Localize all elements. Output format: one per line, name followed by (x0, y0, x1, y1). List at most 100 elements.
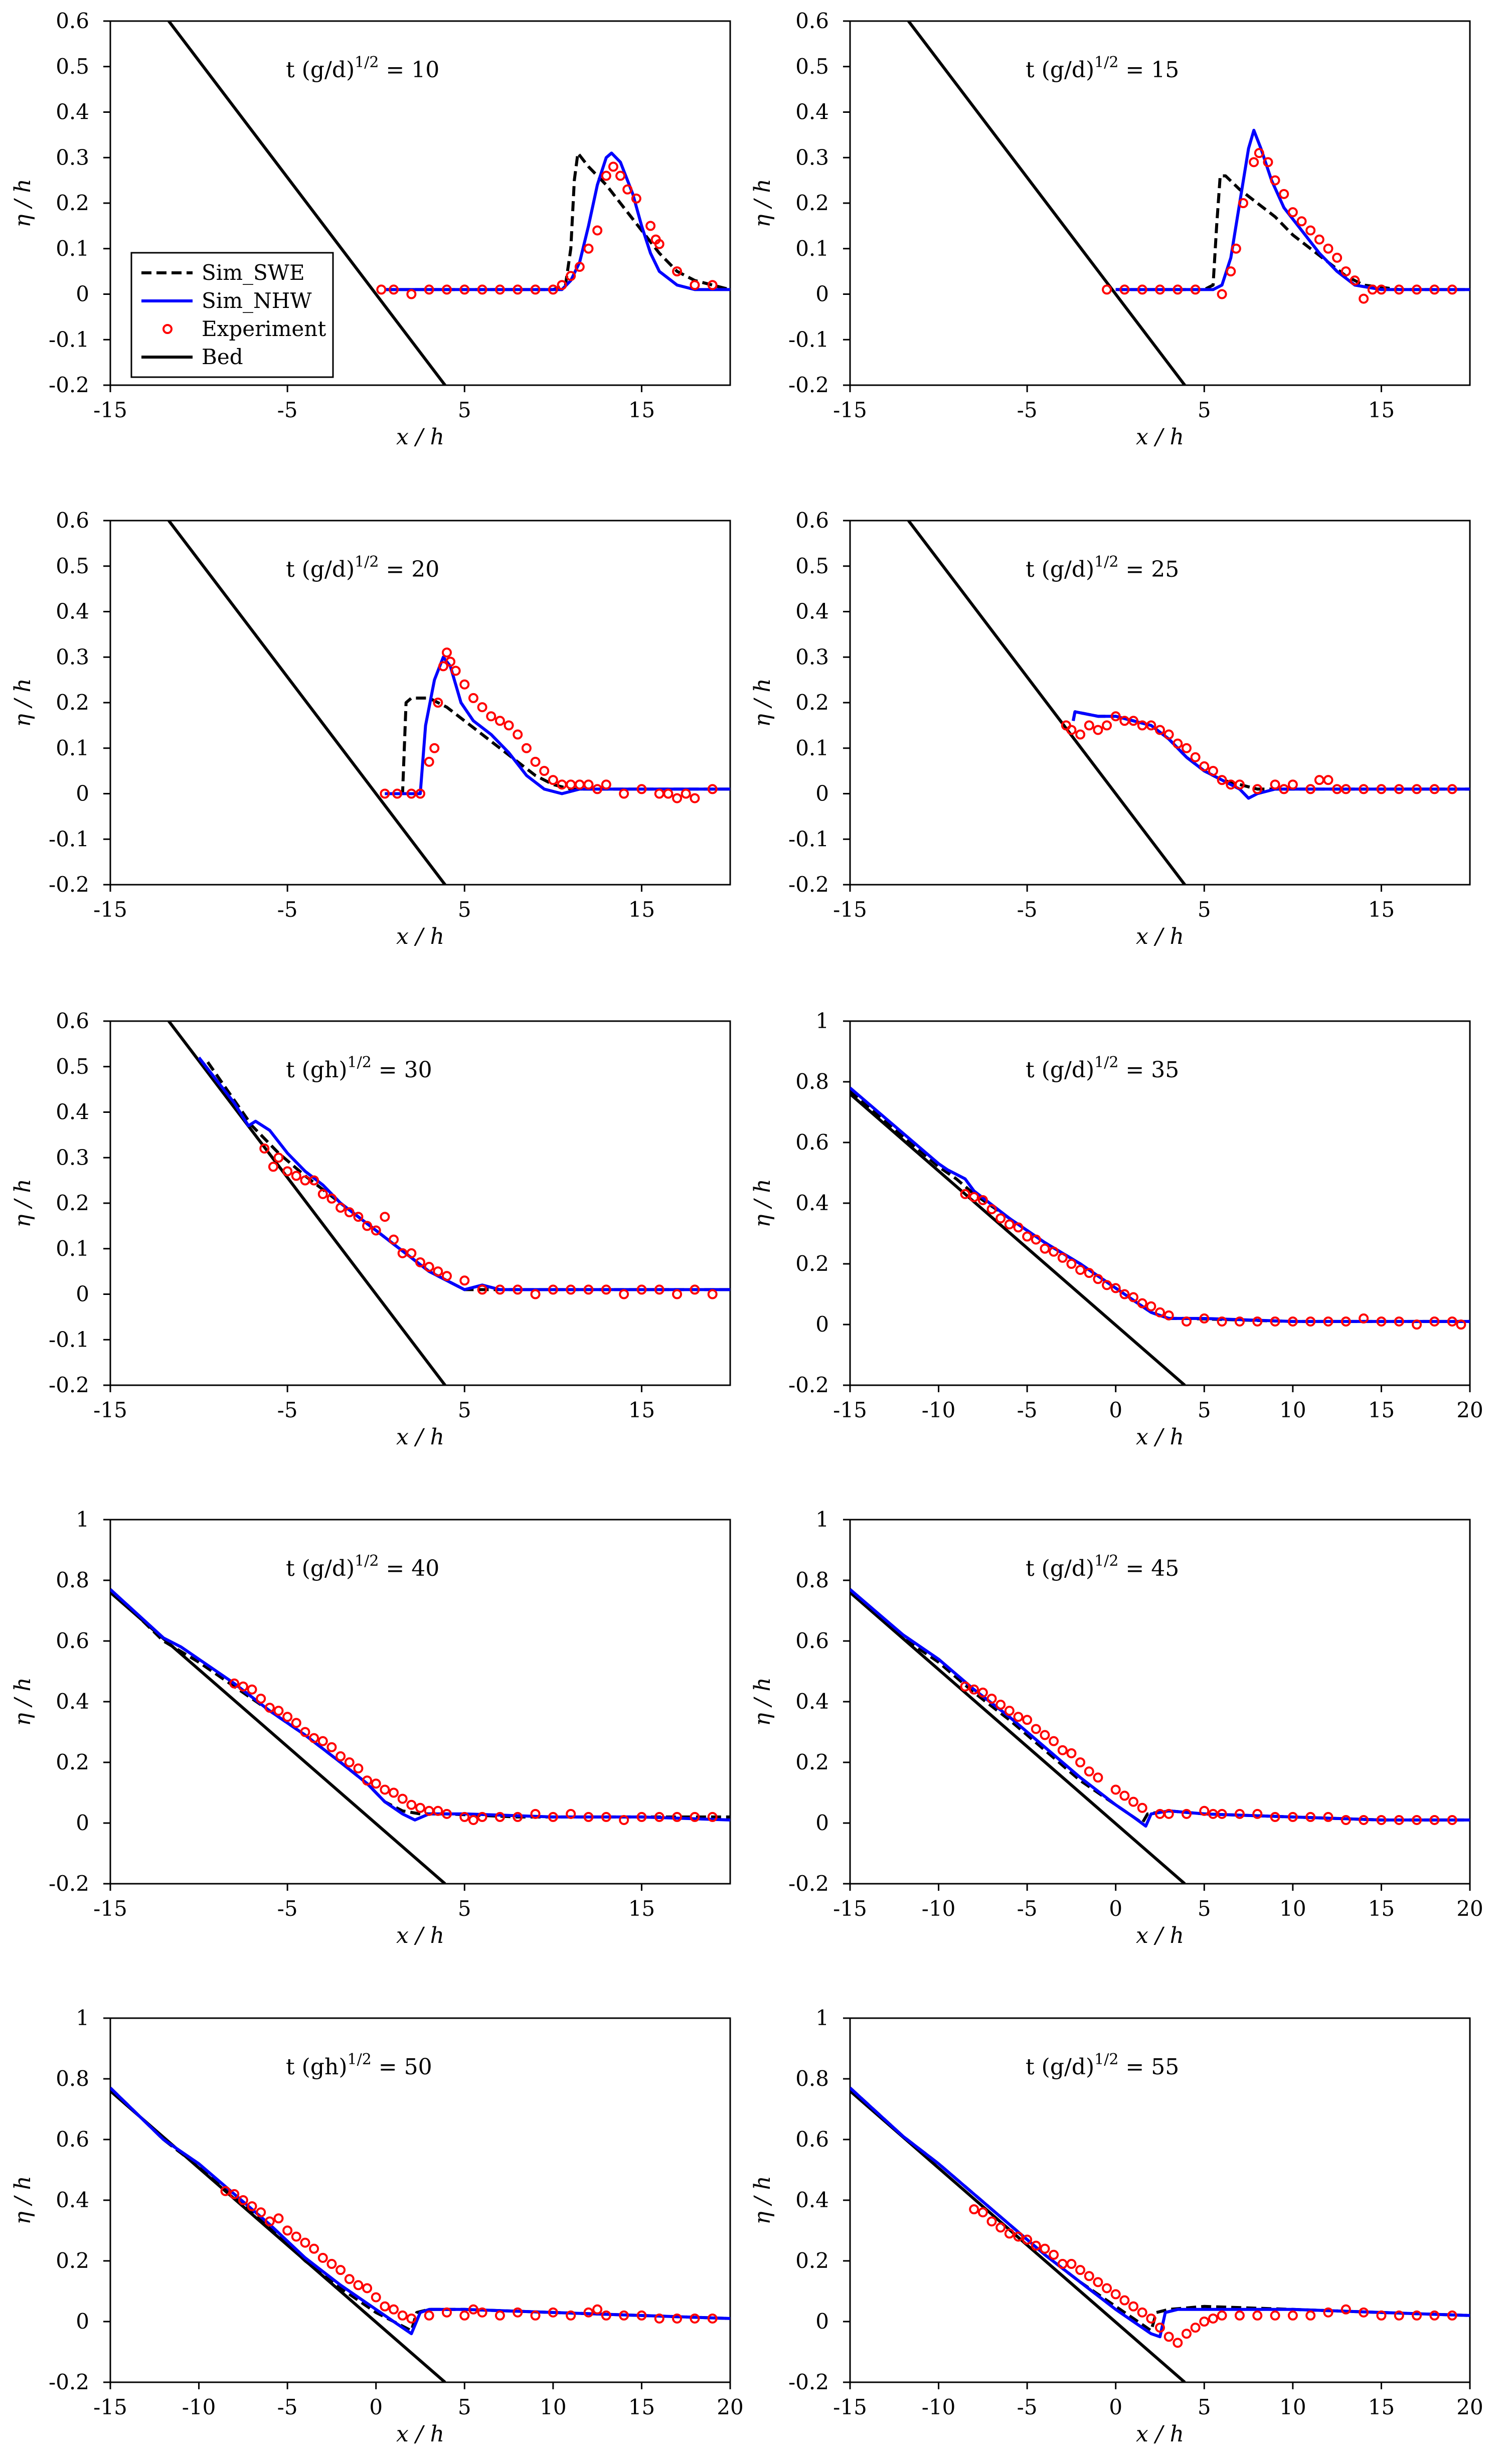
experiment-point (1254, 148, 1264, 158)
x-tick-label: -5 (1017, 1896, 1038, 1921)
experiment-point (672, 1289, 683, 1299)
experiment-point (672, 1812, 683, 1822)
x-tick-label: -5 (277, 897, 298, 922)
bed-line (168, 21, 446, 385)
experiment-point (1263, 157, 1273, 168)
y-tick-label: 0.6 (795, 9, 829, 33)
panel-title: t (g/d)1/2 = 40 (286, 1552, 439, 1581)
y-tick-label: 0 (76, 781, 89, 806)
experiment-point (477, 284, 487, 295)
experiment-point (1093, 725, 1103, 735)
experiment-point (690, 280, 700, 290)
x-tick-label: 15 (1368, 1896, 1395, 1921)
experiment-point (380, 1784, 390, 1795)
experiment-point (592, 784, 603, 794)
y-tick-label: 0 (815, 2309, 829, 2334)
y-axis-label: η / h (750, 678, 775, 727)
experiment-point (397, 2310, 408, 2321)
x-tick-label: -5 (1017, 398, 1038, 422)
experiment-point (1199, 1805, 1210, 1816)
experiment-point (1137, 1298, 1147, 1308)
experiment-point (1031, 1724, 1041, 1734)
experiment-point (376, 284, 387, 295)
experiment-point (1429, 1316, 1440, 1327)
x-tick-label: 15 (628, 1398, 655, 1422)
series-sim-swe (1115, 174, 1470, 291)
experiment-point (309, 1175, 319, 1186)
experiment-point (441, 1809, 452, 1819)
experiment-point (291, 1718, 301, 1728)
experiment-point (1128, 1796, 1139, 1807)
y-tick-label: 0 (815, 1312, 829, 1337)
y-tick-label: -0.2 (49, 373, 89, 397)
x-tick-label: 5 (458, 1896, 471, 1921)
experiment-point (1163, 1310, 1174, 1321)
y-tick-label: 0.6 (795, 2127, 829, 2152)
experiment-point (429, 743, 440, 753)
y-tick-label: 0.2 (795, 1251, 829, 1276)
experiment-point (1394, 2310, 1404, 2321)
y-tick-label: 0.1 (795, 736, 829, 760)
x-tick-label: 0 (1109, 1398, 1122, 1422)
panel-title: t (g/d)1/2 = 45 (1026, 1552, 1179, 1581)
experiment-point (690, 2313, 700, 2324)
y-tick-label: 0.8 (795, 1069, 829, 1094)
experiment-point (995, 1700, 1006, 1710)
experiment-point (1279, 189, 1289, 199)
experiment-point (1217, 289, 1227, 299)
experiment-point (1447, 2310, 1457, 2321)
experiment-point (1429, 784, 1440, 794)
experiment-point (336, 1751, 346, 1761)
experiment-point (1110, 1283, 1121, 1293)
legend-label-exp: Experiment (202, 316, 326, 341)
y-tick-label: 0 (815, 781, 829, 806)
experiment-point (282, 1166, 293, 1177)
experiment-point (583, 779, 594, 790)
experiment-point (1146, 2313, 1156, 2324)
experiment-point (1119, 2295, 1130, 2306)
series-sim-nhw (385, 151, 730, 291)
experiment-point (619, 788, 629, 799)
experiment-point (300, 2237, 310, 2248)
experiment-point (1314, 775, 1324, 785)
x-tick-label: 15 (628, 398, 655, 422)
series-sim-nhw (850, 2086, 1470, 2339)
experiment-point (513, 1284, 523, 1295)
y-tick-label: 0.4 (56, 599, 89, 624)
experiment-point (380, 2301, 390, 2312)
experiment-point (1412, 1320, 1422, 1330)
experiment-point (406, 1248, 417, 1258)
experiment-point (636, 1284, 647, 1295)
x-tick-label: 0 (1109, 2395, 1122, 2419)
x-tick-label: 10 (1279, 2395, 1306, 2419)
experiment-point (1270, 1316, 1280, 1327)
experiment-point (1057, 1745, 1068, 1755)
experiment-point (1226, 266, 1236, 277)
y-tick-label: 0.3 (56, 644, 89, 669)
x-tick-label: 20 (1456, 1896, 1483, 1921)
x-tick-label: 15 (628, 2395, 655, 2419)
experiment-point (707, 1812, 718, 1822)
experiment-point (1323, 1316, 1333, 1327)
y-tick-label: 0.4 (56, 2188, 89, 2212)
experiment-point (1252, 1809, 1263, 1819)
experiment-point (1119, 1289, 1130, 1299)
experiment-point (1137, 1802, 1147, 1813)
experiment-point (707, 2313, 718, 2324)
x-tick-label: 10 (1279, 1398, 1306, 1422)
experiment-point (1208, 2313, 1218, 2324)
panel-title: t (g/d)1/2 = 15 (1026, 54, 1179, 83)
experiment-point (486, 711, 496, 722)
experiment-point (690, 793, 700, 803)
experiment-point (415, 1257, 425, 1267)
experiment-point (264, 2216, 275, 2227)
experiment-point (1057, 1252, 1068, 1263)
y-tick-label: 0.6 (56, 1009, 89, 1033)
y-tick-label: 0.1 (56, 1236, 89, 1261)
experiment-point (1217, 1316, 1227, 1327)
experiment-point (548, 2307, 558, 2318)
y-tick-label: 0.2 (795, 2248, 829, 2273)
chart-panel-10: -0.2 0 0.2 0.4 0.6 0.8 1 -15 -10 -5 0 5 10 15 20 x / h η… (750, 2006, 1483, 2447)
experiment-point (1217, 1809, 1227, 1819)
experiment-point (259, 1143, 270, 1154)
